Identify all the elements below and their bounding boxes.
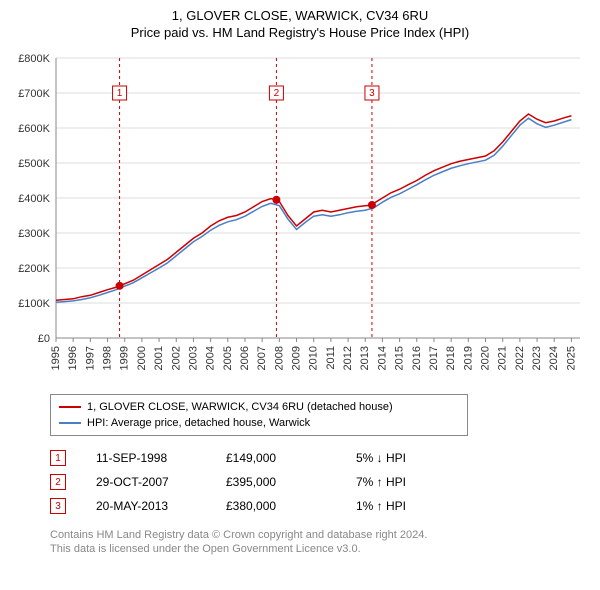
event-hpi: 1% ↑ HPI xyxy=(356,499,456,513)
svg-text:1996: 1996 xyxy=(67,346,79,370)
svg-text:2010: 2010 xyxy=(308,346,320,370)
svg-text:2012: 2012 xyxy=(342,346,354,370)
line-chart: £0 £100K £200K £300K £400K £500K £600K £700K £80… xyxy=(10,48,590,388)
chart-subtitle: Price paid vs. HM Land Registry's House … xyxy=(10,25,590,40)
event-date: 29-OCT-2007 xyxy=(96,475,196,489)
svg-text:2024: 2024 xyxy=(548,346,560,370)
legend-label: HPI: Average price, detached house, Warw… xyxy=(87,417,310,429)
event-price: £380,000 xyxy=(226,499,326,513)
svg-text:2015: 2015 xyxy=(394,346,406,370)
chart-title: 1, GLOVER CLOSE, WARWICK, CV34 6RU xyxy=(10,8,590,23)
event-price: £395,000 xyxy=(226,475,326,489)
svg-text:2003: 2003 xyxy=(187,346,199,370)
svg-text:2025: 2025 xyxy=(565,346,577,370)
footer-attribution: Contains HM Land Registry data © Crown c… xyxy=(50,528,590,557)
svg-text:£800K: £800K xyxy=(18,53,50,65)
svg-text:2019: 2019 xyxy=(462,346,474,370)
chart-container: 1, GLOVER CLOSE, WARWICK, CV34 6RU Price… xyxy=(0,0,600,567)
legend-item: 1, GLOVER CLOSE, WARWICK, CV34 6RU (deta… xyxy=(59,399,459,415)
svg-text:1998: 1998 xyxy=(102,346,114,370)
svg-text:1997: 1997 xyxy=(84,346,96,370)
svg-text:2017: 2017 xyxy=(428,346,440,370)
svg-text:1995: 1995 xyxy=(50,346,62,370)
legend-item: HPI: Average price, detached house, Warw… xyxy=(59,415,459,431)
chart-area: £0 £100K £200K £300K £400K £500K £600K £700K £80… xyxy=(10,48,590,388)
event-hpi: 7% ↑ HPI xyxy=(356,475,456,489)
legend: 1, GLOVER CLOSE, WARWICK, CV34 6RU (deta… xyxy=(50,394,468,436)
svg-text:2022: 2022 xyxy=(514,346,526,370)
svg-text:2008: 2008 xyxy=(273,346,285,370)
svg-text:2000: 2000 xyxy=(136,346,148,370)
svg-text:2023: 2023 xyxy=(531,346,543,370)
legend-swatch xyxy=(59,422,81,424)
svg-text:£400K: £400K xyxy=(18,193,50,205)
svg-text:£500K: £500K xyxy=(18,158,50,170)
event-marker: 3 xyxy=(50,498,66,514)
svg-text:£600K: £600K xyxy=(18,123,50,135)
svg-text:1999: 1999 xyxy=(119,346,131,370)
legend-label: 1, GLOVER CLOSE, WARWICK, CV34 6RU (deta… xyxy=(87,401,393,413)
svg-text:2018: 2018 xyxy=(445,346,457,370)
svg-text:£100K: £100K xyxy=(18,298,50,310)
event-row: 3 20-MAY-2013 £380,000 1% ↑ HPI xyxy=(50,494,590,518)
svg-text:2020: 2020 xyxy=(480,346,492,370)
footer-line2: This data is licensed under the Open Gov… xyxy=(50,542,590,556)
event-price: £149,000 xyxy=(226,451,326,465)
event-hpi: 5% ↓ HPI xyxy=(356,451,456,465)
event-marker: 1 xyxy=(50,450,66,466)
event-row: 2 29-OCT-2007 £395,000 7% ↑ HPI xyxy=(50,470,590,494)
svg-text:2: 2 xyxy=(274,88,280,99)
svg-text:£0: £0 xyxy=(38,333,50,345)
svg-text:2014: 2014 xyxy=(376,346,388,370)
event-marker: 2 xyxy=(50,474,66,490)
event-date: 11-SEP-1998 xyxy=(96,451,196,465)
event-table: 1 11-SEP-1998 £149,000 5% ↓ HPI 2 29-OCT-2007… xyxy=(50,446,590,518)
svg-text:£700K: £700K xyxy=(18,88,50,100)
svg-text:2002: 2002 xyxy=(170,346,182,370)
svg-text:2004: 2004 xyxy=(205,346,217,370)
svg-text:£300K: £300K xyxy=(18,228,50,240)
svg-text:2001: 2001 xyxy=(153,346,165,370)
svg-text:2021: 2021 xyxy=(497,346,509,370)
footer-line1: Contains HM Land Registry data © Crown c… xyxy=(50,528,590,542)
svg-text:2016: 2016 xyxy=(411,346,423,370)
svg-text:2005: 2005 xyxy=(222,346,234,370)
event-date: 20-MAY-2013 xyxy=(96,499,196,513)
svg-text:£200K: £200K xyxy=(18,263,50,275)
svg-text:2009: 2009 xyxy=(291,346,303,370)
svg-text:2006: 2006 xyxy=(239,346,251,370)
event-row: 1 11-SEP-1998 £149,000 5% ↓ HPI xyxy=(50,446,590,470)
svg-text:1: 1 xyxy=(117,88,123,99)
svg-text:3: 3 xyxy=(369,88,375,99)
svg-text:2007: 2007 xyxy=(256,346,268,370)
legend-swatch xyxy=(59,406,81,408)
svg-text:2011: 2011 xyxy=(325,346,337,370)
svg-text:2013: 2013 xyxy=(359,346,371,370)
